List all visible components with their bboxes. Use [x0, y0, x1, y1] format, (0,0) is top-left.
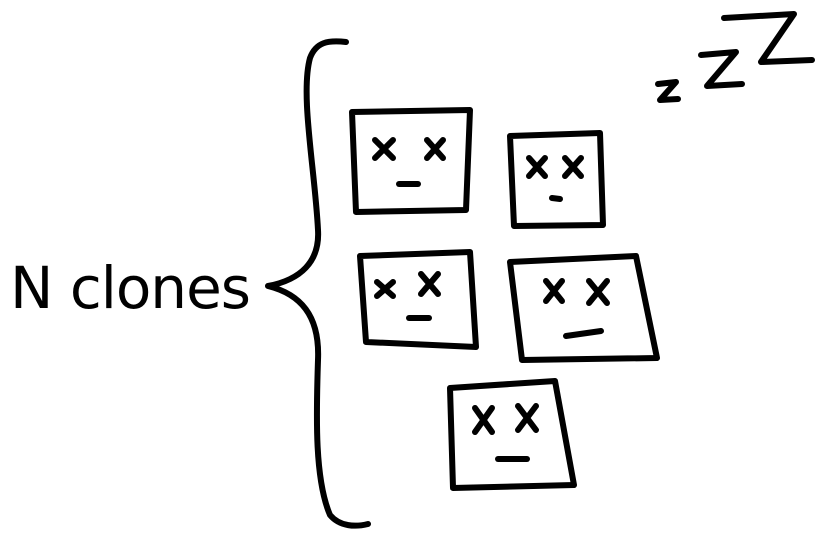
clone-box — [349, 107, 473, 215]
sleep-zzz-icon — [655, 11, 815, 103]
n-clones-label: N clones — [10, 254, 250, 322]
curly-brace — [265, 38, 371, 529]
clone-box — [357, 249, 479, 350]
clone-box — [447, 378, 577, 491]
clone-box — [507, 130, 606, 229]
clone-box — [507, 253, 660, 363]
